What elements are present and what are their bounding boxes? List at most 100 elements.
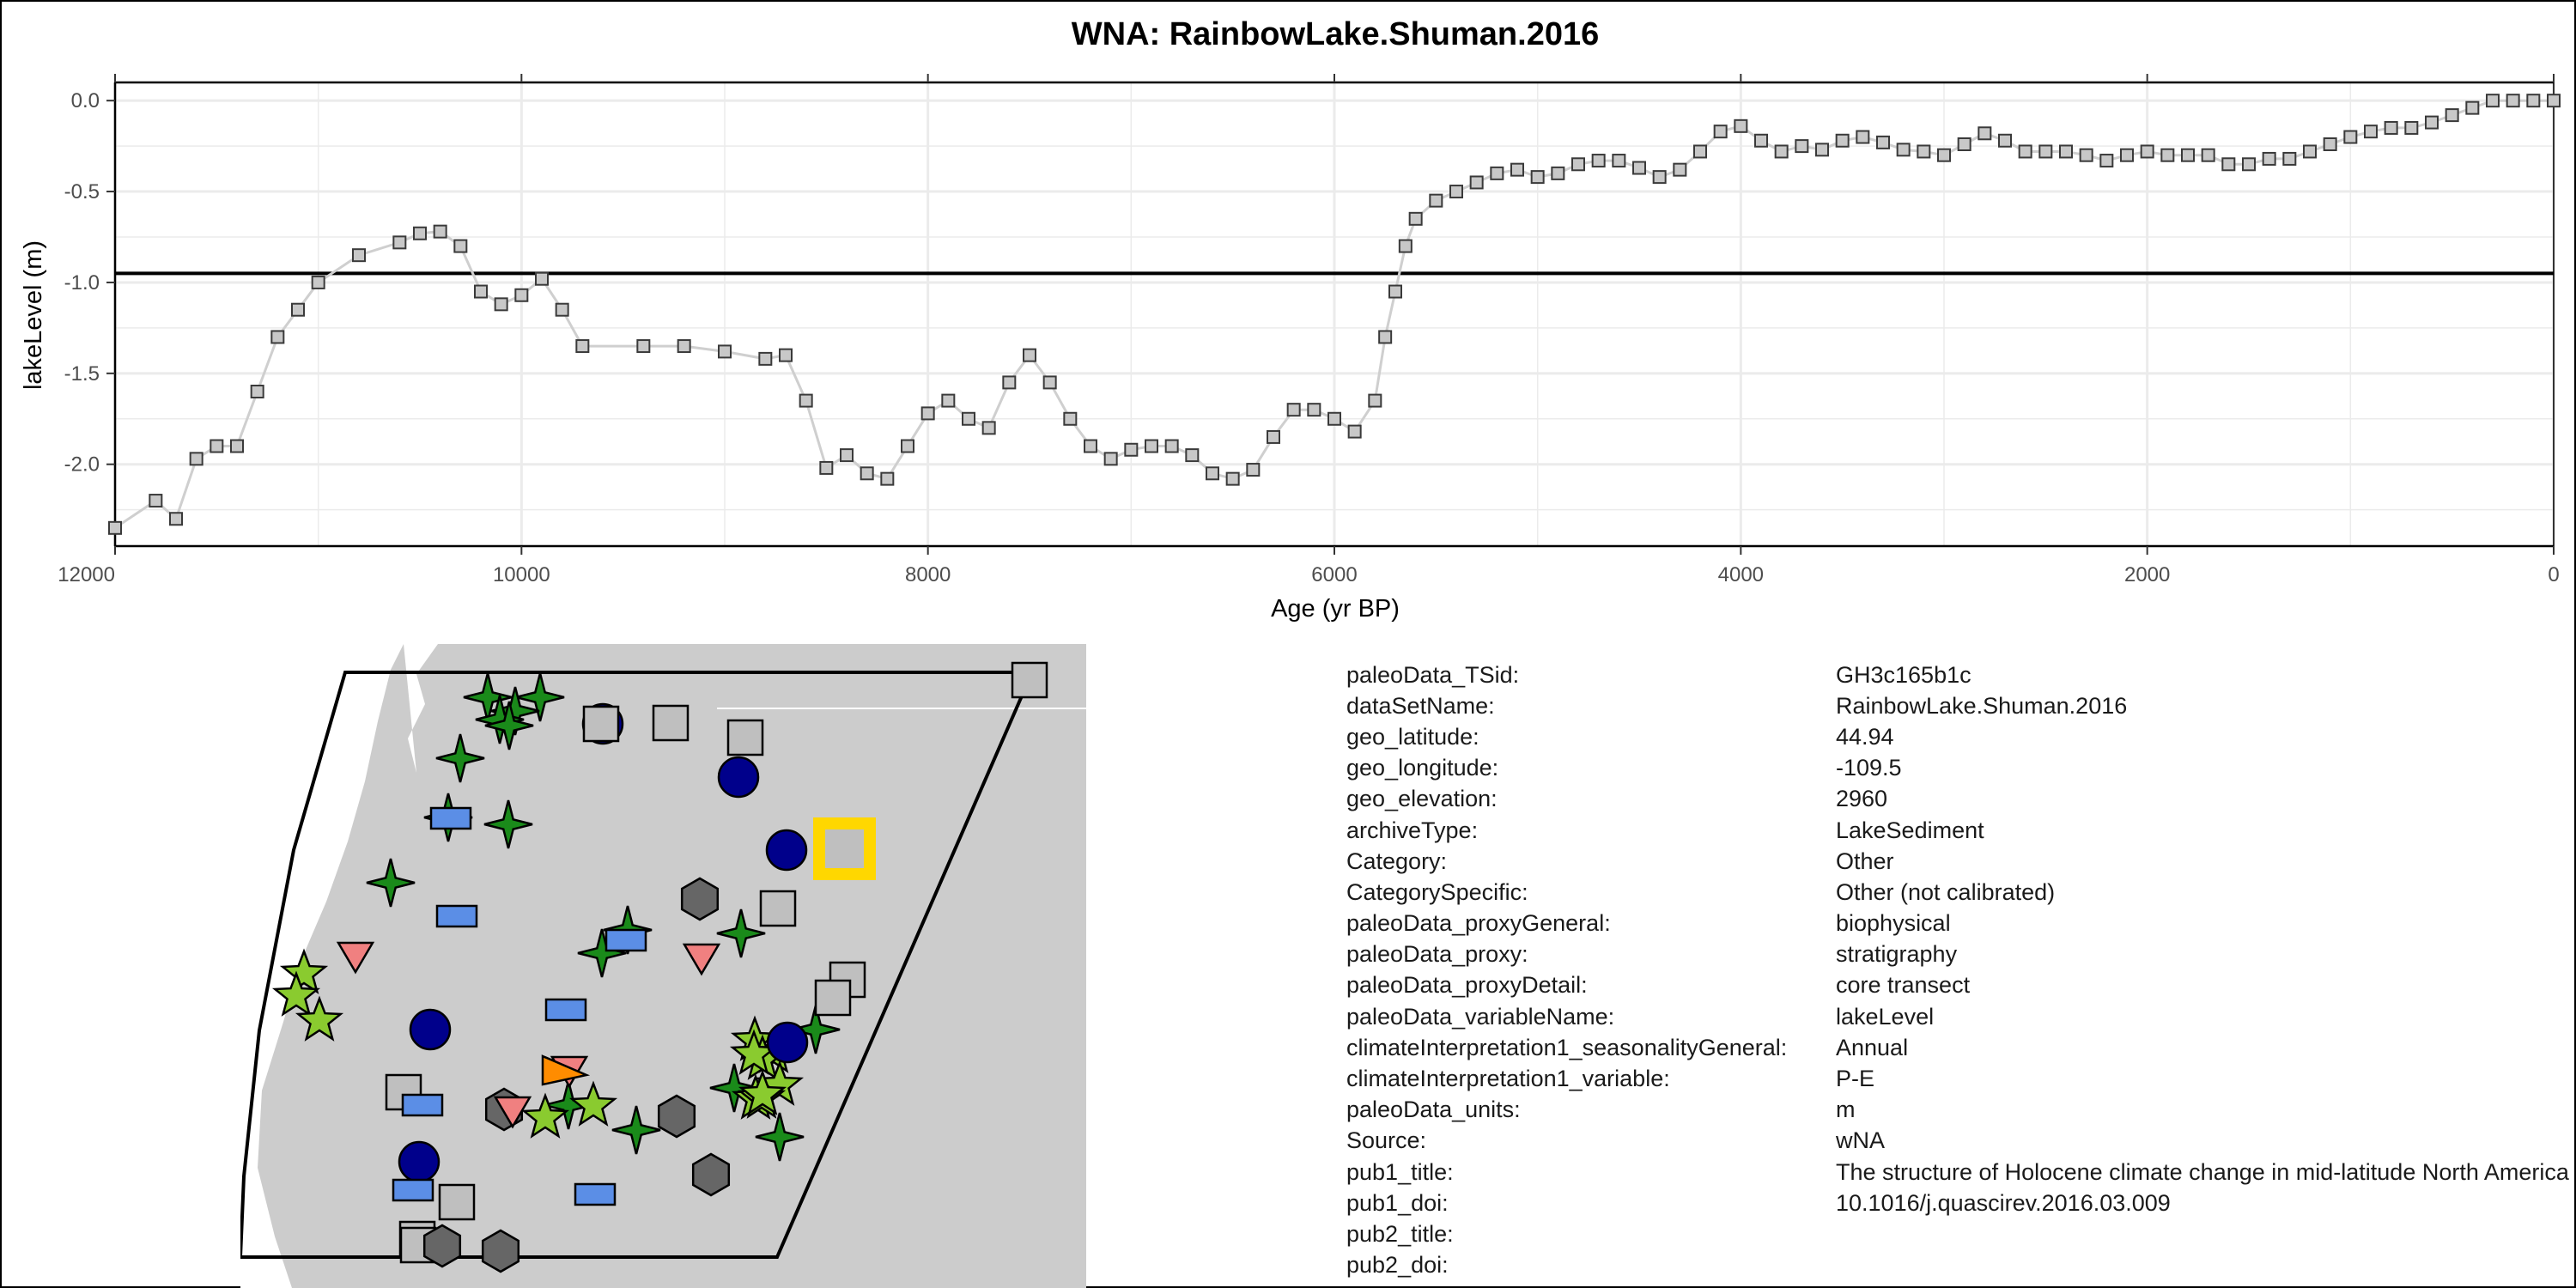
data-point [189,452,204,466]
data-point [2079,148,2093,162]
data-point [1145,439,1158,453]
data-point [981,421,996,435]
metadata-row: climateInterpretation1_variable: P-E [1346,1063,2576,1094]
data-point [2120,148,2134,162]
data-point [2221,157,2236,172]
data-point [433,224,447,239]
metadata-key: dataSetName: [1346,692,1495,719]
x-tick-label: 4000 [1718,563,1764,586]
data-point [1551,166,1565,180]
metadata-key: pub1_doi: [1346,1189,1449,1216]
data-point [1591,154,1606,168]
hexagon-marker [680,877,720,921]
region-outline [240,671,1036,1259]
data-point [2018,144,2032,159]
metadata-key: paleoData_proxyDetail: [1346,972,1588,999]
y-tick-label: 0.0 [71,89,100,112]
data-point [2526,94,2541,108]
land-area [258,644,1086,1288]
metadata-key: Category: [1346,848,1448,874]
metadata-value: core transect [1836,972,1971,999]
data-point [962,411,975,426]
x-tick-label: 10000 [493,563,550,586]
metadata-row: pub1_title: The structure of Holocene cli… [1346,1157,2576,1188]
star4-marker [791,1005,841,1054]
rectangle-marker [605,928,647,952]
hexagon-marker [422,1224,462,1268]
metadata-row: paleoData_variableName: lakeLevel [1346,1001,2576,1032]
metadata-value: Annual [1836,1034,1909,1060]
rectangle-marker [392,1178,434,1202]
square-marker [759,890,797,927]
data-point [474,284,488,299]
star4-marker [611,1105,661,1155]
data-point [2303,144,2317,159]
x-tick-label: 6000 [1311,563,1357,586]
metadata-key: geo_elevation: [1346,786,1498,812]
data-point [2445,108,2459,123]
coast-inlet [404,644,438,773]
metadata-key: archiveType: [1346,817,1479,843]
metadata-key: paleoData_units: [1346,1097,1521,1123]
data-point [108,520,122,535]
square-marker [1011,661,1048,699]
data-point [1206,466,1219,481]
data-point [1246,463,1261,477]
data-point [2038,144,2053,159]
metadata-key: pub1_title: [1346,1158,1454,1185]
data-point [840,448,854,463]
data-point [2425,115,2439,130]
metadata-value: biophysical [1836,910,1951,937]
data-point [2201,148,2215,162]
data-point [1693,144,1707,159]
data-point [1713,125,1728,139]
data-point [2059,144,2073,159]
data-point [575,339,590,354]
data-point [2506,94,2520,108]
metadata-row: paleoData_units: m [1346,1095,2576,1126]
metadata-row: paleoData_proxy: stratigraphy [1346,939,2576,970]
rectangle-marker [401,1093,444,1117]
data-point [1307,403,1321,417]
metadata-key: paleoData_proxyGeneral: [1346,910,1611,937]
data-point [2140,144,2154,159]
data-point [1795,139,1809,154]
metadata-value: -109.5 [1836,755,1902,781]
metadata-value: Other [1836,848,1894,874]
data-point [2099,154,2114,168]
data-point [1815,143,1829,157]
star4-marker [709,1063,759,1113]
square-marker [726,719,764,756]
metadata-value: LakeSediment [1836,817,1984,843]
data-point [718,344,732,359]
data-point [2404,120,2419,135]
data-point [494,297,508,312]
data-point [210,439,224,453]
data-point [1530,170,1545,185]
metadata-key: climateInterpretation1_seasonalityGenera… [1346,1034,1788,1060]
highlighted-site-marker [813,817,876,880]
data-point [2364,125,2378,139]
site-map [240,644,1086,1288]
data-point [169,512,183,526]
data-point [453,239,468,253]
data-point [2547,94,2561,108]
data-point [1042,375,1057,390]
data-point [2242,157,2256,172]
data-point [1063,411,1078,426]
data-point [1856,130,1870,144]
square-marker [385,1073,422,1111]
data-point [1449,185,1463,199]
metadata-table: paleoData_TSid: GH3c165b1c dataSetName: Rai… [1346,659,2576,1288]
data-point [1408,211,1423,226]
lake-level-chart: WNA: RainbowLake.Shuman.2016 12000 10000 8… [20,16,2561,623]
data-point [270,330,285,344]
star5-marker [738,1069,787,1115]
data-point [291,302,305,317]
metadata-key: Source: [1346,1127,1427,1154]
x-tick-label: 2000 [2124,563,2170,586]
data-point [1571,157,1585,172]
metadata-key: geo_longitude: [1346,755,1499,781]
metadata-row: geo_longitude: -109.5 [1346,753,2576,784]
data-point [1937,148,1951,162]
